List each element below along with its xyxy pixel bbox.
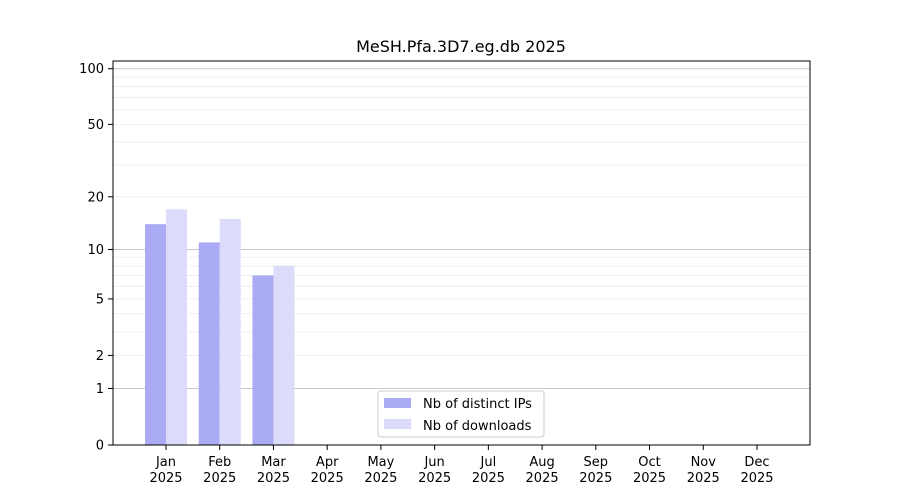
- x-tick-label-year: 2025: [472, 471, 505, 486]
- y-tick-label: 10: [87, 243, 104, 258]
- x-tick-label-month: Dec: [744, 455, 769, 470]
- y-tick-label: 50: [87, 118, 104, 133]
- legend-swatch-distinct-ips: [384, 398, 411, 408]
- bars: [145, 209, 295, 445]
- y-tick-label: 20: [87, 190, 104, 205]
- bar-downloads: [273, 265, 295, 445]
- x-tick-label-year: 2025: [364, 471, 397, 486]
- y-tick-label: 100: [79, 62, 104, 77]
- x-tick-label-year: 2025: [203, 471, 236, 486]
- x-tick-label-month: Feb: [208, 455, 231, 470]
- bar-downloads: [219, 218, 241, 445]
- x-tick-label-month: May: [367, 455, 394, 470]
- bar-distinct-ips: [145, 224, 166, 445]
- x-tick-label-month: Aug: [529, 455, 554, 470]
- x-tick-label-year: 2025: [418, 471, 451, 486]
- x-tick-label-year: 2025: [311, 471, 344, 486]
- y-axis: 0 1 2 5 10 20 50 100: [79, 62, 113, 454]
- legend-label-downloads: Nb of downloads: [423, 419, 532, 434]
- chart-title: MeSH.Pfa.3D7.eg.db 2025: [356, 37, 566, 56]
- bar-downloads: [166, 209, 187, 445]
- x-tick-label-month: Jun: [423, 455, 444, 470]
- x-tick-label-year: 2025: [149, 471, 182, 486]
- x-tick-label-month: Mar: [261, 455, 286, 470]
- legend: Nb of distinct IPs Nb of downloads: [377, 390, 545, 438]
- bar-distinct-ips: [198, 242, 220, 445]
- legend-swatch-downloads: [384, 419, 411, 429]
- x-tick-label-month: Apr: [316, 455, 339, 470]
- y-tick-label: 1: [96, 382, 104, 397]
- y-tick-label: 5: [96, 292, 104, 307]
- x-tick-label-year: 2025: [633, 471, 666, 486]
- x-tick-label-month: Oct: [638, 455, 660, 470]
- x-tick-label-year: 2025: [579, 471, 612, 486]
- bar-distinct-ips: [252, 275, 274, 445]
- x-tick-label-year: 2025: [687, 471, 720, 486]
- x-tick-label-year: 2025: [257, 471, 290, 486]
- x-tick-label-year: 2025: [740, 471, 773, 486]
- legend-label-distinct-ips: Nb of distinct IPs: [423, 397, 532, 412]
- x-tick-label-month: Sep: [584, 455, 609, 470]
- x-tick-label-year: 2025: [526, 471, 559, 486]
- y-tick-label: 0: [96, 439, 104, 454]
- x-axis: Jan2025Feb2025Mar2025Apr2025May2025Jun20…: [149, 445, 774, 486]
- x-tick-label-month: Nov: [691, 455, 717, 470]
- legend-box: [377, 390, 545, 438]
- y-tick-label: 2: [96, 349, 104, 364]
- plot-area-frame: [112, 60, 811, 446]
- x-tick-label-month: Jul: [480, 455, 497, 470]
- x-tick-label-month: Jan: [155, 455, 176, 470]
